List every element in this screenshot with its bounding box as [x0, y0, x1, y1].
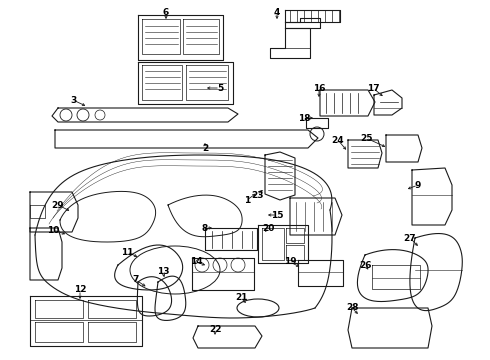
Text: 1: 1 [244, 195, 250, 204]
Text: 19: 19 [284, 257, 296, 266]
Text: 22: 22 [209, 325, 221, 334]
Text: 12: 12 [74, 285, 86, 294]
Text: 6: 6 [163, 8, 169, 17]
Text: 18: 18 [298, 113, 310, 122]
Text: 28: 28 [346, 303, 358, 312]
Text: 3: 3 [70, 95, 76, 104]
Text: 24: 24 [332, 135, 344, 144]
Text: 26: 26 [359, 261, 371, 270]
Text: 27: 27 [404, 234, 416, 243]
Text: 11: 11 [121, 248, 133, 257]
Text: 5: 5 [217, 84, 223, 93]
Text: 29: 29 [51, 201, 64, 210]
Text: 13: 13 [157, 267, 169, 276]
Text: 2: 2 [202, 144, 208, 153]
Text: 8: 8 [202, 224, 208, 233]
Text: 25: 25 [360, 134, 372, 143]
Text: 7: 7 [133, 275, 139, 284]
Text: 17: 17 [367, 84, 379, 93]
Text: 23: 23 [251, 190, 263, 199]
Text: 10: 10 [47, 225, 59, 234]
Text: 4: 4 [274, 8, 280, 17]
Text: 9: 9 [415, 180, 421, 189]
Text: 16: 16 [313, 84, 325, 93]
Text: 20: 20 [262, 224, 274, 233]
Text: 14: 14 [190, 257, 202, 266]
Text: 21: 21 [235, 293, 247, 302]
Text: 15: 15 [271, 211, 283, 220]
